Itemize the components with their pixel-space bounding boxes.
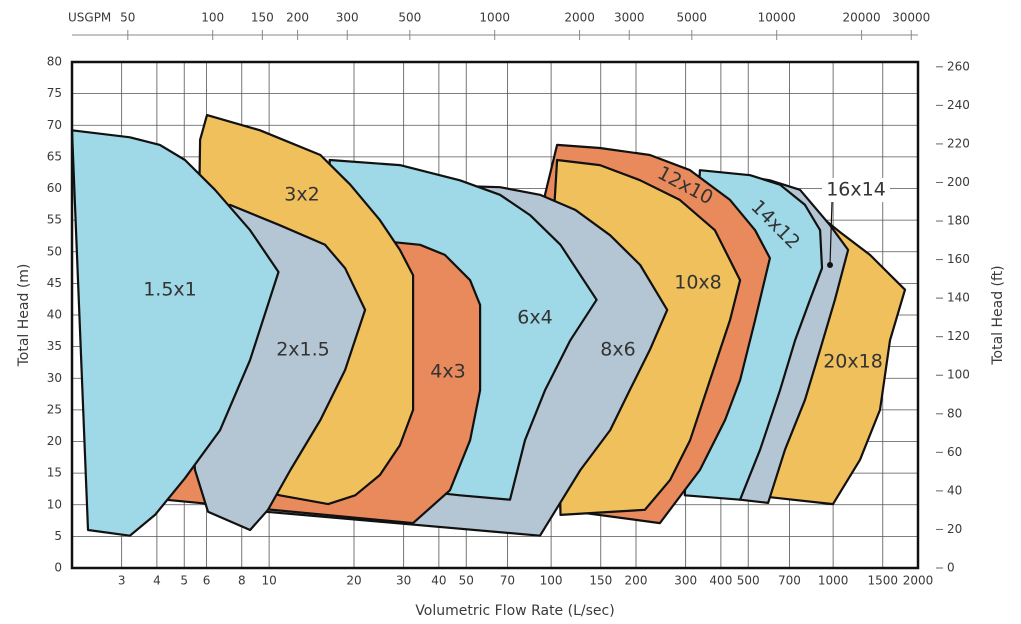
x-tick-label: 700 [778, 574, 801, 588]
x-tick-label: 3 [118, 574, 126, 588]
x2-tick-label: 5000 [677, 11, 708, 25]
y-tick-label: 60 [47, 181, 62, 195]
y2-tick-label: 0 [947, 561, 955, 575]
y-tick-label: 45 [47, 276, 62, 290]
y-tick-label: 25 [47, 402, 62, 416]
y-tick-label: 80 [47, 55, 62, 69]
y-tick-label: 15 [47, 466, 62, 480]
callout-dot [827, 262, 833, 268]
y-tick-label: 5 [54, 529, 62, 543]
x2-tick-label: 200 [286, 11, 309, 25]
x2-tick-label: 30000 [892, 11, 930, 25]
region-label: 4x3 [430, 361, 465, 383]
x-tick-label: 30 [396, 574, 411, 588]
y2-tick-label: 240 [947, 98, 970, 112]
y2-axis-label: Total Head (ft) [990, 265, 1006, 365]
y2-tick-label: 160 [947, 252, 970, 266]
region-label: 16x14 [826, 179, 886, 201]
x2-tick-label: 10000 [758, 11, 796, 25]
region-label: 10x8 [674, 272, 722, 294]
x2-tick-label: 50 [120, 11, 135, 25]
x2-tick-label: 2000 [564, 11, 595, 25]
y2-tick-label: 80 [947, 406, 962, 420]
y-tick-label: 50 [47, 244, 62, 258]
y2-tick-label: 220 [947, 136, 970, 150]
region-label: 3x2 [284, 184, 319, 206]
x-tick-label: 150 [589, 574, 612, 588]
x-tick-label: 500 [737, 574, 760, 588]
callout-line [829, 201, 833, 266]
y2-tick-label: 20 [947, 522, 962, 536]
y2-tick-label: 180 [947, 214, 970, 228]
x-tick-label: 6 [203, 574, 211, 588]
label-bg [822, 178, 890, 202]
y-tick-label: 35 [47, 339, 62, 353]
y-tick-label: 30 [47, 371, 62, 385]
x2-tick-label: 3000 [614, 11, 645, 25]
region-label: 2x1.5 [276, 339, 330, 361]
region-label: 8x6 [600, 339, 635, 361]
x-tick-label: 20 [346, 574, 361, 588]
y2-tick-label: 260 [947, 59, 970, 73]
region-label: 6x4 [517, 307, 552, 329]
y-tick-label: 0 [54, 561, 62, 575]
x-tick-label: 100 [540, 574, 563, 588]
x-tick-label: 70 [500, 574, 515, 588]
y-tick-label: 70 [47, 118, 62, 132]
y2-tick-label: 100 [947, 368, 970, 382]
x2-tick-label: 1000 [479, 11, 510, 25]
x-tick-label: 400 [709, 574, 732, 588]
y-tick-label: 20 [47, 434, 62, 448]
x2-tick-label: 100 [201, 11, 224, 25]
region-label: 20x18 [823, 351, 883, 373]
y-tick-label: 40 [47, 308, 62, 322]
x-tick-label: 50 [459, 574, 474, 588]
region-label: 1.5x1 [143, 279, 197, 301]
plot-frame [70, 60, 920, 570]
x-tick-label: 5 [180, 574, 188, 588]
y2-tick-label: 60 [947, 445, 962, 459]
x-tick-label: 10 [261, 574, 276, 588]
x-tick-label: 200 [625, 574, 648, 588]
y-tick-label: 75 [47, 86, 62, 100]
x2-tick-label: 300 [336, 11, 359, 25]
x-tick-label: 2000 [903, 574, 934, 588]
y-tick-label: 65 [47, 149, 62, 163]
y2-tick-label: 200 [947, 175, 970, 189]
x-tick-label: 300 [674, 574, 697, 588]
x-axis-label: Volumetric Flow Rate (L/sec) [415, 603, 614, 619]
region [70, 129, 280, 537]
x-tick-label: 40 [431, 574, 446, 588]
x2-tick-label: 150 [251, 11, 274, 25]
y2-tick-label: 140 [947, 291, 970, 305]
x2-tick-label: 500 [398, 11, 421, 25]
x-tick-label: 8 [238, 574, 246, 588]
x-tick-label: 1500 [867, 574, 898, 588]
x2-tick-label: 20000 [842, 11, 880, 25]
y-tick-label: 55 [47, 213, 62, 227]
x2-axis-label: USGPM [68, 11, 111, 25]
y2-tick-label: 40 [947, 483, 962, 497]
x-tick-label: 4 [153, 574, 161, 588]
y2-tick-label: 120 [947, 329, 970, 343]
x-tick-label: 1000 [818, 574, 849, 588]
y-axis-label: Total Head (m) [16, 264, 32, 368]
y-tick-label: 10 [47, 497, 62, 511]
regions [70, 114, 907, 537]
